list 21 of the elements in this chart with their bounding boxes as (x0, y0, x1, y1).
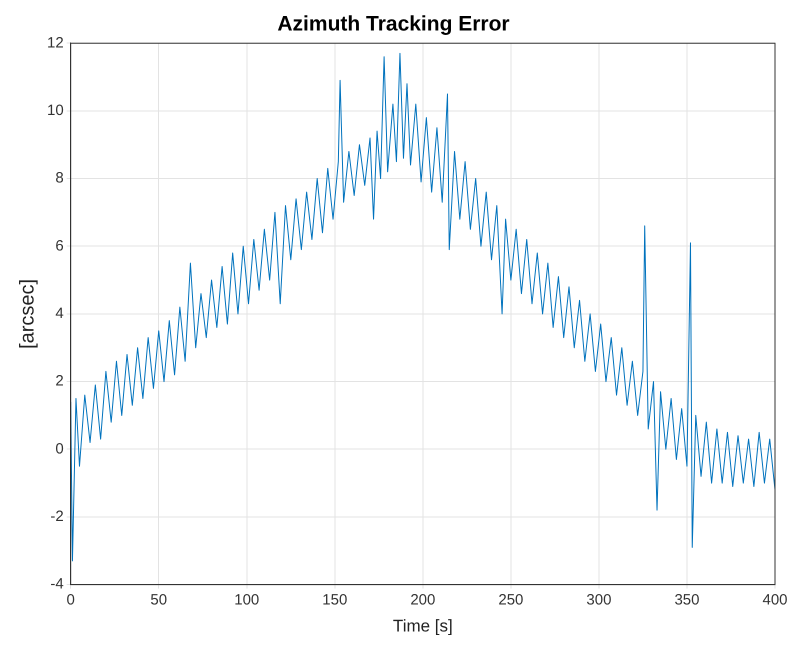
y-tick-label: -4 (50, 576, 64, 593)
x-tick-label: 350 (674, 592, 700, 609)
y-tick-label: 12 (46, 34, 64, 52)
y-tick-label: 0 (55, 440, 64, 458)
x-axis-title: Time [s] (392, 616, 453, 636)
y-axis-title: [arcsec] (16, 278, 39, 349)
x-tick-label: 150 (322, 592, 348, 609)
y-tick-label: -2 (50, 508, 64, 526)
x-tick-label: 50 (150, 592, 168, 609)
chart-title: Azimuth Tracking Error (277, 12, 510, 36)
x-tick-label: 300 (586, 592, 612, 609)
x-tick-label: 400 (762, 592, 788, 609)
y-tick-label: 10 (46, 102, 64, 120)
x-tick-label: 100 (234, 592, 260, 609)
y-tick-label: 8 (55, 170, 64, 187)
x-tick-label: 200 (410, 592, 436, 609)
y-tick-label: 2 (55, 372, 64, 390)
y-tick-label: 4 (55, 305, 64, 322)
x-tick-label: 0 (66, 592, 75, 609)
y-tick-label: 6 (55, 237, 64, 254)
x-tick-label: 250 (498, 592, 524, 609)
